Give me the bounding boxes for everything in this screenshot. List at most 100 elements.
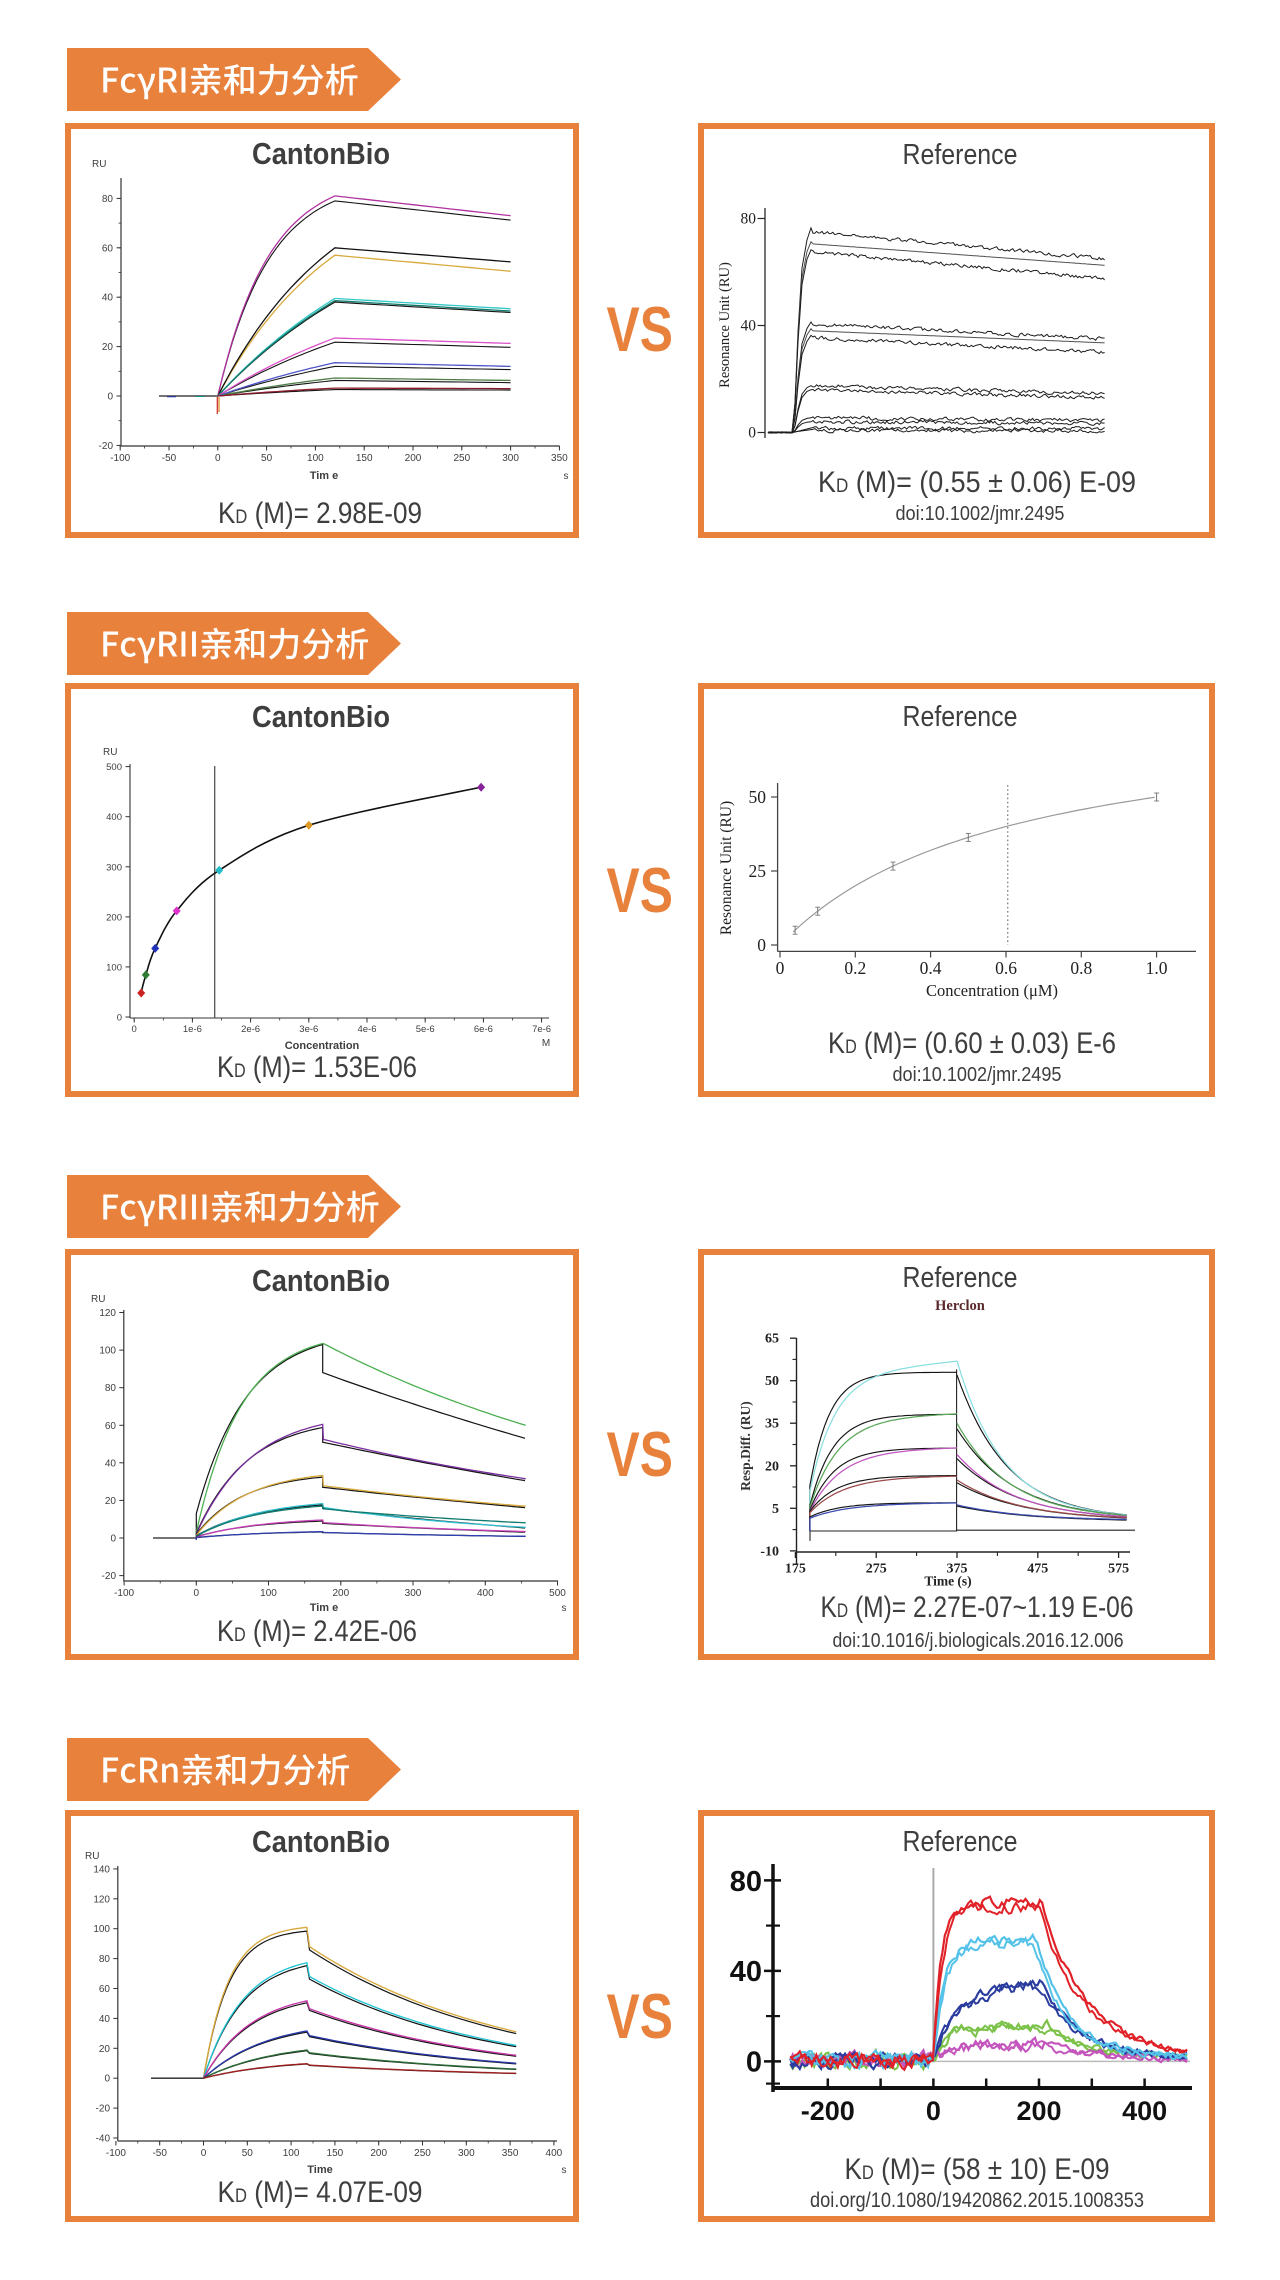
svg-text:80: 80 (99, 1954, 111, 1965)
svg-text:100: 100 (93, 1924, 110, 1935)
svg-text:KD (M)= (0.55 ± 0.06) E-09: KD (M)= (0.55 ± 0.06) E-09 (818, 466, 1136, 499)
svg-text:KD (M)= 2.27E-07~1.19 E-06: KD (M)= 2.27E-07~1.19 E-06 (821, 1591, 1134, 1624)
svg-text:375: 375 (947, 1562, 968, 1577)
svg-text:CantonBio: CantonBio (252, 1263, 390, 1298)
svg-text:60: 60 (102, 243, 114, 254)
svg-text:-100: -100 (110, 453, 130, 464)
svg-text:-200: -200 (801, 2096, 855, 2126)
svg-text:100: 100 (283, 2148, 300, 2159)
svg-text:-50: -50 (152, 2148, 167, 2159)
svg-text:0: 0 (107, 392, 113, 403)
svg-text:35: 35 (765, 1417, 779, 1432)
svg-text:0: 0 (748, 425, 756, 442)
svg-text:140: 140 (93, 1864, 110, 1875)
svg-text:50: 50 (261, 453, 273, 464)
svg-text:350: 350 (502, 2148, 519, 2159)
svg-text:Reference: Reference (903, 701, 1018, 733)
svg-text:40: 40 (99, 2014, 111, 2025)
svg-text:200: 200 (1016, 2096, 1061, 2126)
svg-text:0: 0 (201, 2148, 207, 2159)
svg-text:Resonance Unit (RU): Resonance Unit (RU) (718, 801, 735, 935)
svg-text:40: 40 (105, 1458, 117, 1469)
svg-text:doi:10.1016/j.biologicals.2016: doi:10.1016/j.biologicals.2016.12.006 (833, 1630, 1124, 1652)
svg-text:300: 300 (458, 2148, 475, 2159)
svg-text:M: M (542, 1038, 550, 1049)
svg-text:KD (M)= 1.53E-06: KD (M)= 1.53E-06 (217, 1051, 417, 1084)
svg-text:40: 40 (102, 293, 114, 304)
svg-text:doi.org/10.1080/19420862.2015.: doi.org/10.1080/19420862.2015.1008353 (810, 2189, 1144, 2212)
svg-text:400: 400 (477, 1588, 494, 1599)
svg-text:-100: -100 (106, 2148, 126, 2159)
svg-text:175: 175 (785, 1562, 806, 1577)
svg-text:0: 0 (746, 2047, 762, 2079)
svg-text:0: 0 (776, 958, 785, 978)
svg-text:65: 65 (765, 1332, 779, 1347)
svg-text:200: 200 (370, 2148, 387, 2159)
svg-text:6e-6: 6e-6 (474, 1024, 493, 1035)
svg-text:300: 300 (405, 1588, 422, 1599)
svg-text:250: 250 (414, 2148, 431, 2159)
svg-text:doi:10.1002/jmr.2495: doi:10.1002/jmr.2495 (896, 503, 1065, 525)
svg-text:0: 0 (757, 935, 766, 955)
svg-text:0: 0 (132, 1024, 137, 1035)
svg-text:VS: VS (607, 857, 673, 927)
svg-text:-100: -100 (114, 1588, 134, 1599)
svg-text:200: 200 (106, 912, 122, 923)
svg-text:CantonBio: CantonBio (252, 699, 390, 734)
svg-text:doi:10.1002/jmr.2495: doi:10.1002/jmr.2495 (893, 1064, 1062, 1086)
svg-text:100: 100 (260, 1588, 277, 1599)
svg-text:1e-6: 1e-6 (183, 1024, 202, 1035)
svg-text:0.4: 0.4 (920, 958, 942, 978)
svg-text:300: 300 (502, 453, 519, 464)
svg-text:RU: RU (85, 1851, 99, 1862)
svg-text:Reference: Reference (903, 1826, 1018, 1858)
svg-text:s: s (564, 471, 569, 482)
svg-text:120: 120 (99, 1308, 116, 1319)
svg-text:100: 100 (99, 1346, 116, 1357)
svg-text:-10: -10 (760, 1544, 779, 1559)
svg-text:0: 0 (194, 1588, 200, 1599)
svg-text:3e-6: 3e-6 (299, 1024, 318, 1035)
svg-text:2e-6: 2e-6 (241, 1024, 260, 1035)
svg-text:s: s (562, 1603, 567, 1614)
svg-text:Concentration: Concentration (285, 1040, 360, 1052)
svg-text:300: 300 (106, 862, 122, 873)
svg-text:575: 575 (1108, 1562, 1129, 1577)
svg-text:20: 20 (102, 342, 114, 353)
svg-text:KD (M)= 2.42E-06: KD (M)= 2.42E-06 (217, 1615, 417, 1648)
svg-text:CantonBio: CantonBio (252, 136, 390, 171)
svg-text:Tim e: Tim e (310, 1602, 339, 1614)
svg-text:-40: -40 (96, 2134, 111, 2145)
svg-text:Resp.Diff. (RU): Resp.Diff. (RU) (738, 1401, 753, 1491)
svg-text:-20: -20 (96, 2104, 111, 2115)
svg-text:VS: VS (607, 1983, 673, 2053)
svg-text:Time (s): Time (s) (924, 1574, 971, 1589)
svg-text:5: 5 (772, 1502, 779, 1517)
svg-text:-50: -50 (162, 453, 177, 464)
svg-text:60: 60 (99, 1984, 111, 1995)
svg-text:200: 200 (405, 453, 422, 464)
svg-text:s: s (562, 2165, 567, 2176)
svg-text:RU: RU (92, 159, 106, 170)
svg-text:400: 400 (546, 2148, 563, 2159)
svg-text:Resonance Unit (RU): Resonance Unit (RU) (717, 262, 733, 388)
svg-text:150: 150 (327, 2148, 344, 2159)
svg-text:50: 50 (765, 1374, 779, 1389)
svg-text:Concentration (μM): Concentration (μM) (926, 981, 1058, 1000)
svg-text:50: 50 (242, 2148, 254, 2159)
svg-text:20: 20 (765, 1459, 779, 1474)
svg-text:RU: RU (103, 747, 117, 758)
svg-text:5e-6: 5e-6 (416, 1024, 435, 1035)
svg-text:0: 0 (926, 2096, 941, 2126)
svg-text:400: 400 (106, 812, 122, 823)
svg-text:Reference: Reference (903, 139, 1018, 171)
svg-text:1.0: 1.0 (1146, 958, 1168, 978)
svg-text:0.6: 0.6 (995, 958, 1017, 978)
svg-text:KD (M)= 4.07E-09: KD (M)= 4.07E-09 (218, 2176, 423, 2209)
svg-text:KD (M)= (58 ± 10) E-09: KD (M)= (58 ± 10) E-09 (845, 2153, 1110, 2186)
svg-text:150: 150 (356, 453, 373, 464)
svg-text:0: 0 (215, 453, 221, 464)
svg-text:Time: Time (307, 2164, 332, 2176)
svg-text:0: 0 (104, 2074, 110, 2085)
svg-text:250: 250 (453, 453, 470, 464)
